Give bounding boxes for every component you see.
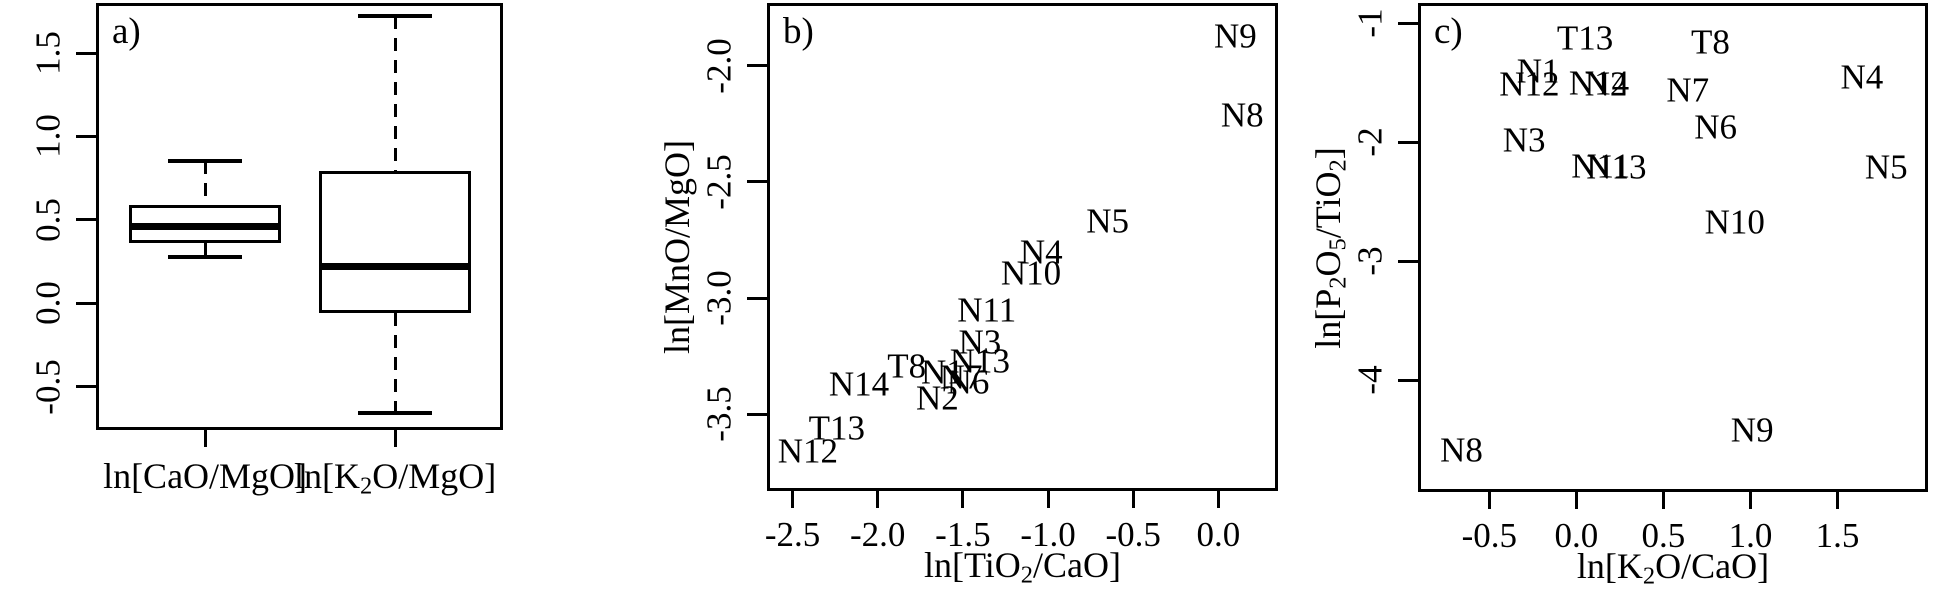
- panel-a-category-label: ln[K2O/MgO]: [294, 456, 497, 500]
- panel-c-x-tick: [1574, 492, 1578, 509]
- panel-b-point-label-N6: N6: [946, 362, 990, 402]
- panel-c-x-tick-label: 1.0: [1728, 516, 1773, 555]
- panel-b-point-label-N1: N1: [921, 352, 964, 392]
- panel-c-label: c): [1434, 11, 1463, 52]
- panel-b-y-tick: [747, 412, 767, 416]
- panel-b-x-axis-title: ln[TiO2/CaO]: [924, 545, 1121, 589]
- panel-b-point-label-N4: N4: [1019, 232, 1063, 272]
- panel-a-box-1-lower-whisker: [203, 243, 207, 257]
- panel-a-category-label: ln[CaO/MgO]: [103, 456, 308, 496]
- panel-c-x-tick-label: 0.0: [1554, 516, 1599, 555]
- panel-b-point-label-N10: N10: [1000, 253, 1062, 293]
- panel-a-box-1-upper-cap: [168, 159, 243, 164]
- panel-c-point-label-N8: N8: [1440, 430, 1483, 470]
- panel-c-point-label-N11: N11: [1571, 146, 1631, 186]
- panel-a-x-tick: [393, 430, 397, 447]
- panel-b-point-label-N9: N9: [1214, 16, 1257, 56]
- panel-a-y-tick: [76, 134, 96, 138]
- panel-a-y-tick: [76, 51, 96, 55]
- panel-b-point-label-N5: N5: [1086, 201, 1130, 241]
- panel-c-x-tick: [1661, 492, 1665, 509]
- panel-b-x-tick-label: -1.5: [935, 515, 991, 554]
- panel-b-point-label-N8: N8: [1220, 95, 1264, 135]
- panel-c-point-label-N14: N14: [1568, 63, 1630, 103]
- panel-a-plot-area: [96, 3, 503, 430]
- panel-c-point-label-N10: N10: [1704, 202, 1765, 242]
- panel-c-point-label-N4: N4: [1840, 57, 1884, 97]
- panel-b-y-tick: [747, 296, 767, 300]
- panel-b-y-tick: [747, 180, 767, 184]
- panel-c-point-label-N3: N3: [1502, 120, 1546, 160]
- panel-c-point-label-N2: N2: [1584, 64, 1628, 104]
- panel-c-x-tick-label: 0.5: [1641, 516, 1686, 555]
- panel-b-point-label-T8: T8: [887, 346, 927, 385]
- panel-a-box-2-iqr-rect: [319, 171, 471, 314]
- panel-c-y-tick: [1398, 259, 1418, 263]
- panel-c-point-label-T8: T8: [1690, 22, 1730, 62]
- panel-c-point-label-N12: N12: [1499, 64, 1560, 104]
- panel-b-x-tick-label: -2.5: [764, 515, 821, 554]
- panel-b-x-tick: [1046, 491, 1050, 508]
- panel-b-x-tick: [1216, 491, 1220, 508]
- panel-b-plot-area: [767, 3, 1278, 491]
- panel-a-box-1-median-line: [131, 223, 279, 230]
- panel-c-x-tick-label: -0.5: [1461, 516, 1518, 555]
- panel-c-x-axis-title: ln[K2O/CaO]: [1576, 546, 1770, 590]
- panel-c-point-label-N5: N5: [1864, 147, 1908, 187]
- panel-b-point-label-N3: N3: [958, 322, 1002, 362]
- panel-a-box-2-lower-cap: [358, 411, 433, 416]
- panel-a-y-tick: [76, 385, 96, 389]
- panel-c-point-label-N1: N1: [1516, 51, 1560, 91]
- panel-b-point-label-N14: N14: [828, 364, 890, 404]
- panel-c-y-tick: [1398, 378, 1418, 382]
- panel-c-y-tick: [1398, 140, 1418, 144]
- panel-b-x-tick: [791, 491, 795, 508]
- panel-b-x-tick-label: 0.0: [1196, 515, 1241, 554]
- panel-b-point-label-N12: N12: [777, 431, 839, 471]
- panel-a-box-2-median-line: [322, 263, 468, 271]
- panel-b-point-label-N13: N13: [949, 341, 1011, 381]
- panel-b-y-tick: [747, 64, 767, 68]
- panel-c-x-tick: [1748, 492, 1752, 509]
- panel-b-label: b): [783, 11, 814, 52]
- panel-b-x-tick-label: -1.0: [1020, 515, 1076, 554]
- panel-a-box-2-upper-whisker: [393, 16, 397, 172]
- panel-c-y-tick: [1398, 21, 1418, 25]
- panel-b-point-label-N2: N2: [915, 378, 959, 418]
- panel-a-box-2-lower-whisker: [393, 313, 397, 414]
- panel-c-x-tick-label: 1.5: [1815, 516, 1860, 555]
- panel-b-x-tick: [1131, 491, 1135, 508]
- panel-c-point-label-T13: T13: [1556, 18, 1614, 57]
- panel-c-point-label-N9: N9: [1730, 410, 1774, 450]
- panel-c-point-label-N7: N7: [1666, 70, 1710, 110]
- panel-a-label: a): [112, 11, 141, 52]
- panel-c-point-label-N13: N13: [1586, 147, 1647, 187]
- panel-a-box-1-upper-whisker: [203, 161, 207, 205]
- panel-a-box-1-lower-cap: [168, 254, 243, 259]
- panel-a-x-tick: [203, 430, 207, 447]
- panel-b-point-label-N7: N7: [939, 357, 983, 397]
- panel-a-box-2-upper-cap: [358, 14, 433, 19]
- panel-c-x-tick: [1487, 492, 1491, 509]
- panel-c-plot-area: [1418, 3, 1928, 492]
- panel-c-x-tick: [1835, 492, 1839, 509]
- panel-b-x-tick: [961, 491, 965, 508]
- panel-b-x-tick: [876, 491, 880, 508]
- panel-b-point-label-N11: N11: [957, 290, 1017, 330]
- panel-b-x-tick-label: -2.0: [850, 515, 906, 554]
- panel-a-y-tick: [76, 218, 96, 222]
- panel-a-y-tick: [76, 301, 96, 305]
- panel-c-point-label-N6: N6: [1694, 107, 1738, 147]
- panel-b-point-label-T13: T13: [808, 408, 866, 448]
- panel-b-x-tick-label: -0.5: [1105, 515, 1161, 554]
